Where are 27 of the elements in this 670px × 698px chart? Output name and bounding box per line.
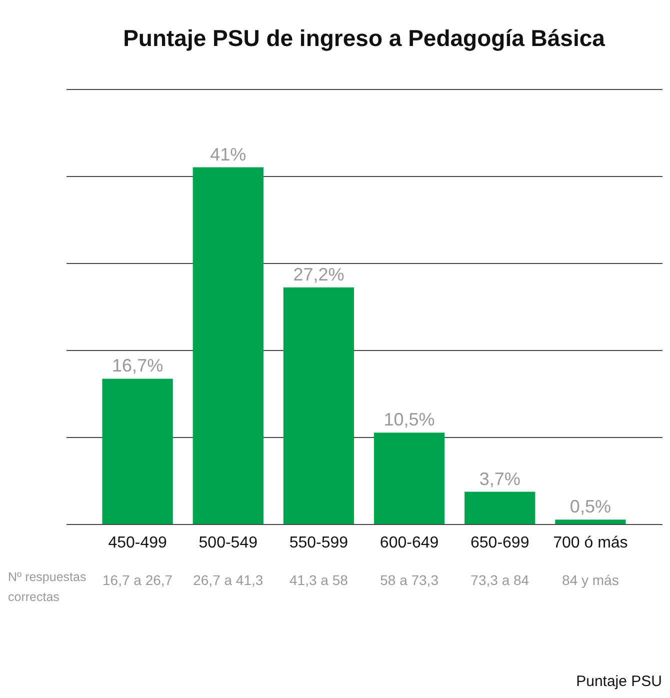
x-tick-label: 600-649 xyxy=(380,534,439,552)
data-label: 41% xyxy=(210,144,246,164)
text: 84 y más xyxy=(562,572,619,588)
x-tick-label: 550-599 xyxy=(289,534,348,552)
chart-title: Puntaje PSU de ingreso a Pedagogía Básica xyxy=(123,25,606,51)
text: 58 a 73,3 xyxy=(380,572,439,588)
text: 73,3 a 84 xyxy=(470,572,530,588)
text: 41,3 a 58 xyxy=(290,572,348,588)
text: Puntaje PSU xyxy=(576,673,662,690)
data-label: 3,7% xyxy=(479,468,520,489)
bar xyxy=(464,492,536,524)
data-label: 16,7% xyxy=(112,356,164,376)
bar xyxy=(102,378,173,524)
bar xyxy=(192,167,264,524)
data-label: 10,5% xyxy=(384,410,435,430)
x-tick-label: 650-699 xyxy=(470,534,530,552)
text: 26,7 a 41,3 xyxy=(193,572,264,588)
text: 16,7 a 26,7 xyxy=(102,572,173,588)
bar xyxy=(555,520,626,524)
x-tick-label: 700 ó más xyxy=(553,534,628,552)
data-label: 0,5% xyxy=(570,496,611,517)
bar xyxy=(283,287,354,524)
text: Nº respuestas correctas xyxy=(8,570,86,604)
x-tick-label: 450-499 xyxy=(108,534,168,552)
x-tick-label: 500-549 xyxy=(198,534,258,552)
data-label: 27,2% xyxy=(293,264,344,284)
bar xyxy=(374,432,445,524)
